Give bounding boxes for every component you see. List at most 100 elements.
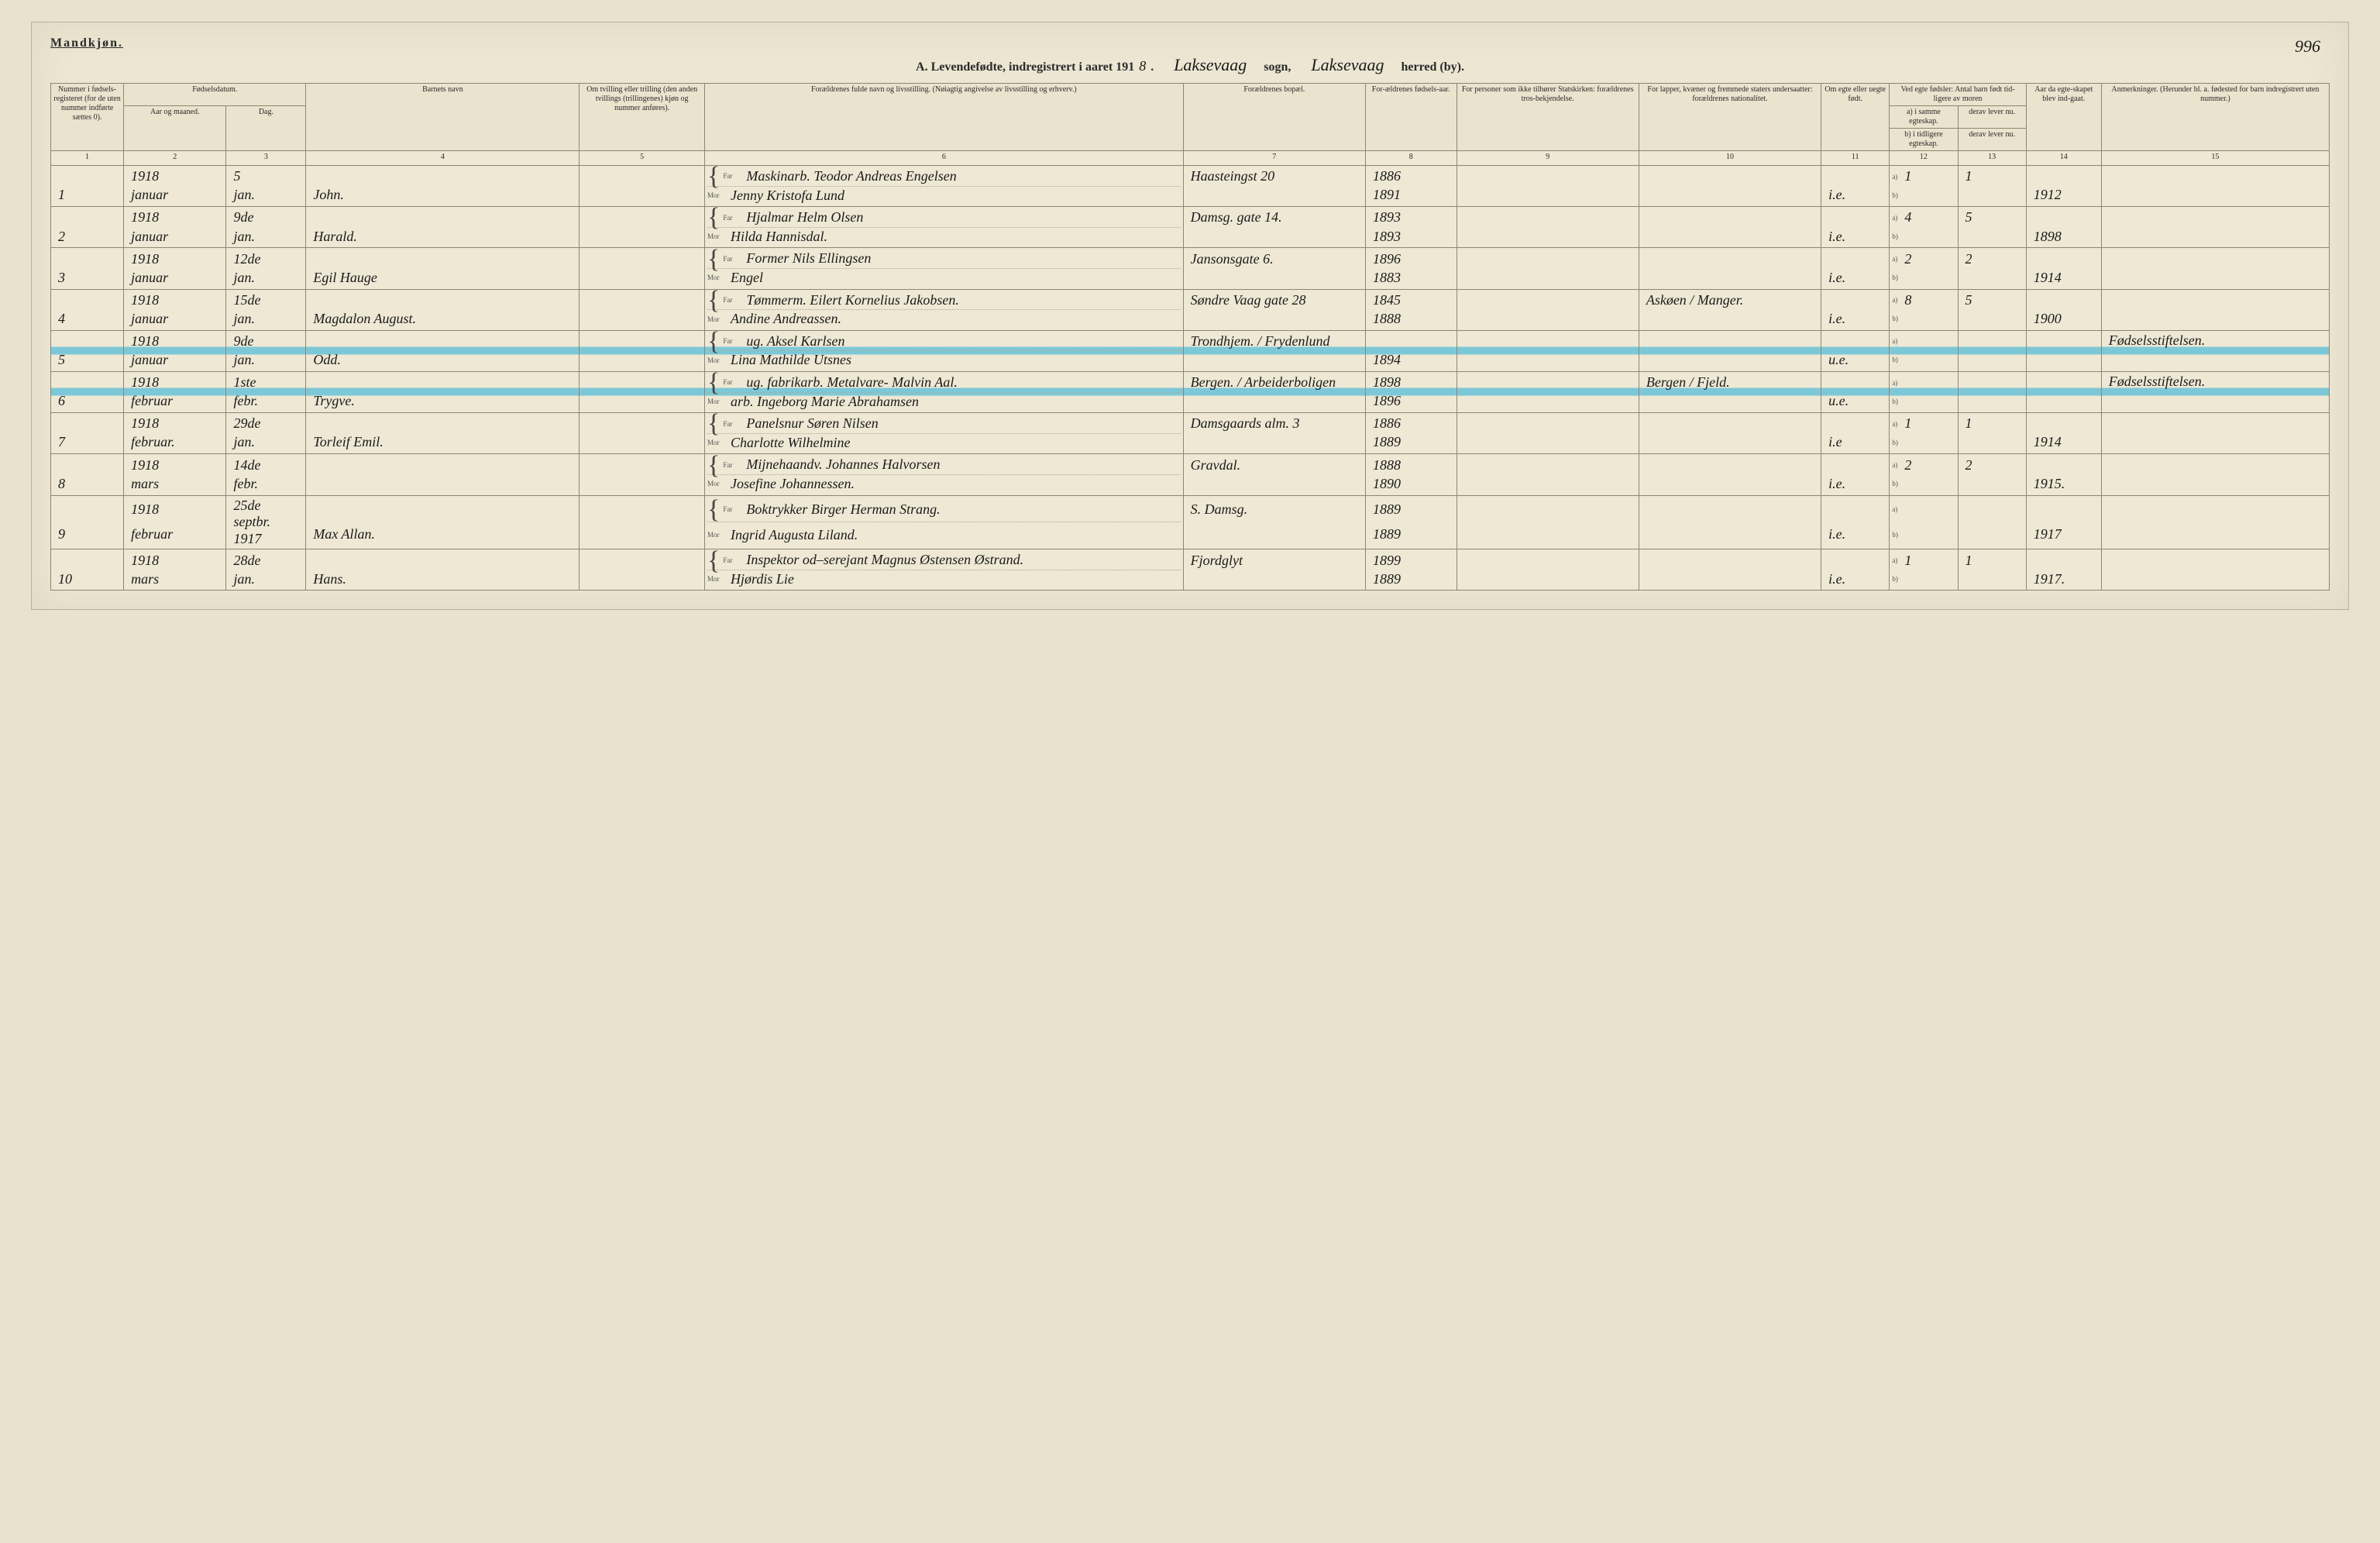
cell-legit: i.e. (1821, 549, 1890, 591)
cell-legit: i.e. (1821, 289, 1890, 330)
cell-13 (1958, 495, 2026, 549)
title-prefix: A. Levendefødte, indregistrert i aaret 1… (916, 60, 1134, 74)
cell-12: a)1 b) (1890, 166, 1958, 207)
cell-nat: Bergen / Fjeld. (1639, 371, 1821, 412)
cell-day: 14defebr. (226, 454, 306, 495)
cell-twin (580, 207, 705, 248)
cell-legit: i.e. (1821, 495, 1890, 549)
cell-note (2101, 413, 2329, 454)
cell-parents: {FarMijnehaandv. Johannes Halvorsen MorJ… (705, 454, 1184, 495)
cell-13: 2 (1958, 454, 2026, 495)
cell-faith (1457, 371, 1639, 412)
cell-marr: 1914 (2026, 413, 2101, 454)
cell-13 (1958, 330, 2026, 371)
cell-num: 8 (51, 454, 124, 495)
sogn-label: sogn, (1264, 60, 1291, 74)
cell-day: 28dejan. (226, 549, 306, 591)
cell-faith (1457, 248, 1639, 289)
cell-nat (1639, 495, 1821, 549)
col-12b-header: b) i tidligere egteskap. (1890, 129, 1958, 151)
cell-parent-years: 18891889 (1365, 495, 1457, 549)
cell-num: 9 (51, 495, 124, 549)
cell-12: a)1 b) (1890, 549, 1958, 591)
col-15-header: Anmerkninger. (Herunder bl. a. fødested … (2101, 84, 2329, 151)
cell-legit: i.e. (1821, 248, 1890, 289)
cell-addr: Damsg. gate 14. (1183, 207, 1365, 248)
table-row: 11918januar5jan.John. {FarMaskinarb. Teo… (51, 166, 2330, 207)
cell-faith (1457, 454, 1639, 495)
herred-hand: Laksevaag (1306, 55, 1388, 74)
cell-parent-years: 18981896 (1365, 371, 1457, 412)
title-row: A. Levendefødte, indregistrert i aaret 1… (50, 55, 2330, 75)
cell-12: a) b) (1890, 371, 1958, 412)
table-row: 81918mars14defebr. {FarMijnehaandv. Joha… (51, 454, 2330, 495)
cell-day: 29dejan. (226, 413, 306, 454)
cell-parent-years: 18451888 (1365, 289, 1457, 330)
col-2-header: Aar og maaned. (124, 106, 226, 151)
cell-faith (1457, 549, 1639, 591)
cell-marr: 1912 (2026, 166, 2101, 207)
cell-parents: {Far Hjalmar Helm Olsen MorHilda Hannisd… (705, 207, 1184, 248)
cell-13: 5 (1958, 289, 2026, 330)
cell-num: 1 (51, 166, 124, 207)
cell-year-month: 1918januar (124, 166, 226, 207)
cell-parent-years: 18961883 (1365, 248, 1457, 289)
col-2-3-top: Fødselsdatum. (124, 84, 306, 106)
cell-name: Torleif Emil. (306, 413, 580, 454)
cell-parents: {FarBoktrykker Birger Herman Strang. Mor… (705, 495, 1184, 549)
cell-legit: u.e. (1821, 330, 1890, 371)
cell-marr (2026, 330, 2101, 371)
cell-name: Egil Hauge (306, 248, 580, 289)
cell-addr: Haasteingst 20 (1183, 166, 1365, 207)
col-10-header: For lapper, kvæner og fremmede staters u… (1639, 84, 1821, 151)
cell-name (306, 454, 580, 495)
cell-twin (580, 549, 705, 591)
cell-year-month: 1918januar (124, 248, 226, 289)
col-13b-header: derav lever nu. (1958, 129, 2026, 151)
register-page: 996 Mandkjøn. A. Levendefødte, indregist… (31, 22, 2349, 610)
cell-year-month: 1918februar. (124, 413, 226, 454)
cell-addr: Trondhjem. / Frydenlund (1183, 330, 1365, 371)
cell-addr: Damsgaards alm. 3 (1183, 413, 1365, 454)
cell-faith (1457, 289, 1639, 330)
cell-13 (1958, 371, 2026, 412)
cell-year-month: 1918januar (124, 289, 226, 330)
cell-note (2101, 454, 2329, 495)
table-head: Nummer i fødsels-registeret (for de uten… (51, 84, 2330, 166)
cell-parents: {Farug. fabrikarb. Metalvare- Malvin Aal… (705, 371, 1184, 412)
table-row: 31918januar12dejan.Egil Hauge {FarFormer… (51, 248, 2330, 289)
register-table: Nummer i fødsels-registeret (for de uten… (50, 83, 2330, 591)
col-12a-header: a) i samme egteskap. (1890, 106, 1958, 129)
cell-faith (1457, 413, 1639, 454)
cell-nat (1639, 454, 1821, 495)
cell-addr: Søndre Vaag gate 28 (1183, 289, 1365, 330)
cell-year-month: 1918mars (124, 454, 226, 495)
cell-parents: {FarMaskinarb. Teodor Andreas Engelsen M… (705, 166, 1184, 207)
cell-num: 5 (51, 330, 124, 371)
table-row: 101918mars28dejan.Hans. {FarInspektor od… (51, 549, 2330, 591)
cell-faith (1457, 207, 1639, 248)
cell-note (2101, 549, 2329, 591)
cell-note (2101, 495, 2329, 549)
cell-12: a)2 b) (1890, 454, 1958, 495)
cell-day: 5jan. (226, 166, 306, 207)
cell-name: Harald. (306, 207, 580, 248)
cell-name: Magdalon August. (306, 289, 580, 330)
cell-13: 5 (1958, 207, 2026, 248)
cell-13: 1 (1958, 166, 2026, 207)
col-1-header: Nummer i fødsels-registeret (for de uten… (51, 84, 124, 151)
gender-heading: Mandkjøn. (50, 36, 2330, 50)
cell-nat (1639, 207, 1821, 248)
cell-marr: 1917. (2026, 549, 2101, 591)
col-8-header: For-ældrenes fødsels-aar. (1365, 84, 1457, 151)
col-5-header: Om tvilling eller trilling (den anden tv… (580, 84, 705, 151)
cell-day: 1stefebr. (226, 371, 306, 412)
cell-day: 15dejan. (226, 289, 306, 330)
cell-12: a)2 b) (1890, 248, 1958, 289)
cell-note: Fødselsstiftelsen. (2101, 330, 2329, 371)
cell-addr: Bergen. / Arbeiderboligen (1183, 371, 1365, 412)
cell-nat (1639, 330, 1821, 371)
cell-legit: i.e (1821, 413, 1890, 454)
col-7-header: Forældrenes bopæl. (1183, 84, 1365, 151)
cell-num: 2 (51, 207, 124, 248)
